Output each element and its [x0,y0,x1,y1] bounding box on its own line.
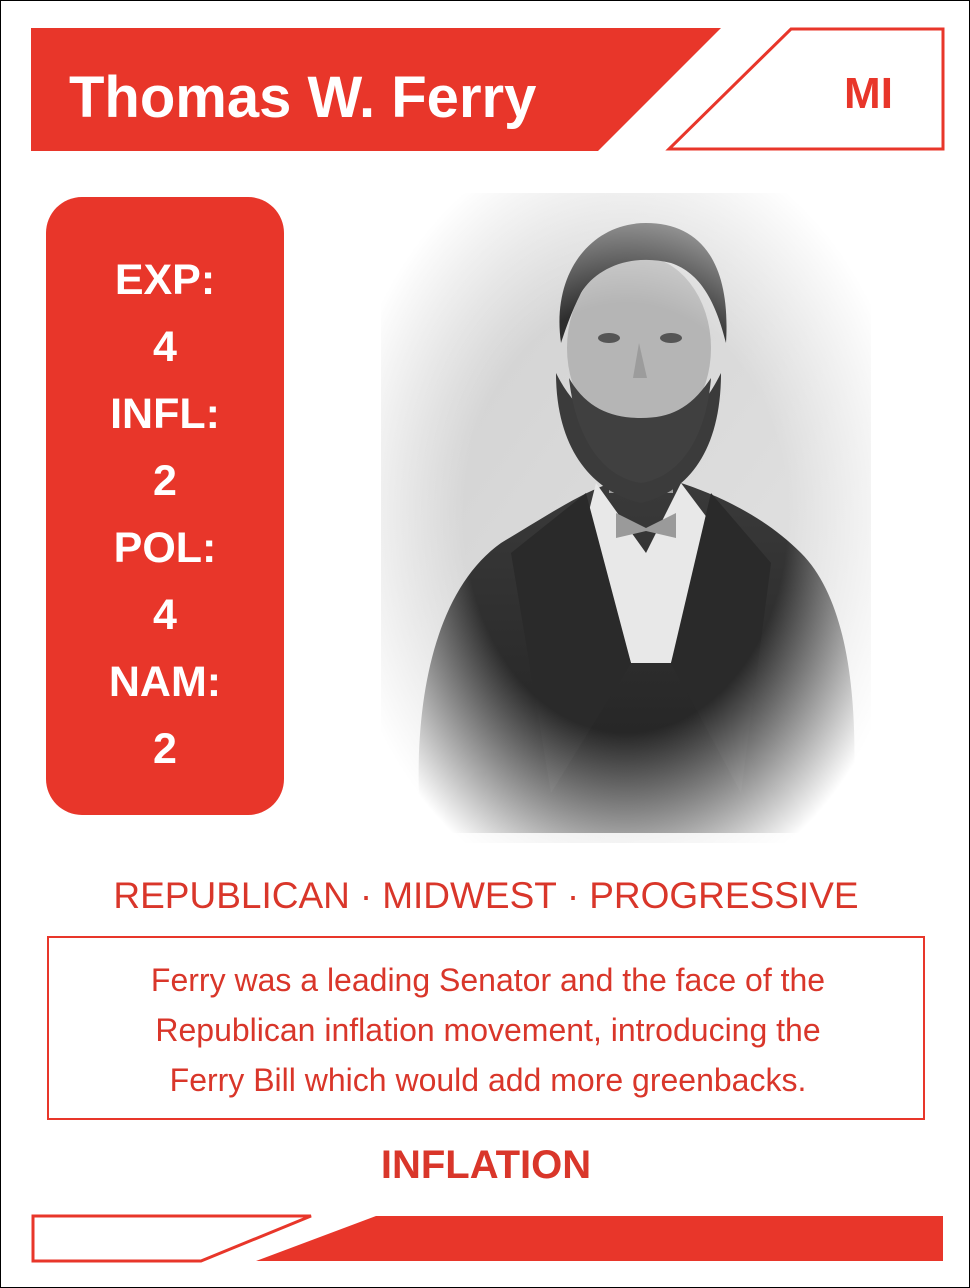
card-name: Thomas W. Ferry [69,65,537,130]
description-line: Republican inflation movement, introduci… [155,1012,821,1048]
state-code: MI [844,69,893,118]
description-text: Ferry was a leading Senator and the face… [69,955,907,1105]
footer-banner [31,1214,943,1263]
stat-label-infl: INFL: [110,390,220,438]
footer-red-shape [256,1216,943,1261]
name-banner-shape [31,28,721,151]
description-line: Ferry was a leading Senator and the face… [150,962,826,998]
portrait-photo [381,193,871,843]
stat-label-nam: NAM: [108,658,222,706]
tag-separator: · [359,875,373,916]
stat-value-nam: 2 [153,725,177,773]
tag-separator: · [566,875,580,916]
footer-white-shape [31,1214,312,1263]
state-banner-shape [665,27,945,151]
card-keyword: INFLATION [380,1143,592,1187]
stats-panel: EXP: 4 INFL: 2 POL: 4 NAM: 2 [46,197,284,815]
description-box: Ferry was a leading Senator and the face… [47,936,925,1120]
stat-value-infl: 2 [153,457,177,505]
tag-region: MIDWEST [382,875,557,916]
header-banner [31,27,945,151]
tag-party: REPUBLICAN [113,875,350,916]
stat-value-pol: 4 [153,591,177,639]
tag-ideology: PROGRESSIVE [589,875,859,916]
stat-label-exp: EXP: [114,256,216,304]
stat-value-exp: 4 [153,323,177,371]
tags-line: REPUBLICAN · MIDWEST · PROGRESSIVE [1,875,970,917]
stat-label-pol: POL: [113,524,217,572]
description-line: Ferry Bill which would add more greenbac… [169,1062,807,1098]
